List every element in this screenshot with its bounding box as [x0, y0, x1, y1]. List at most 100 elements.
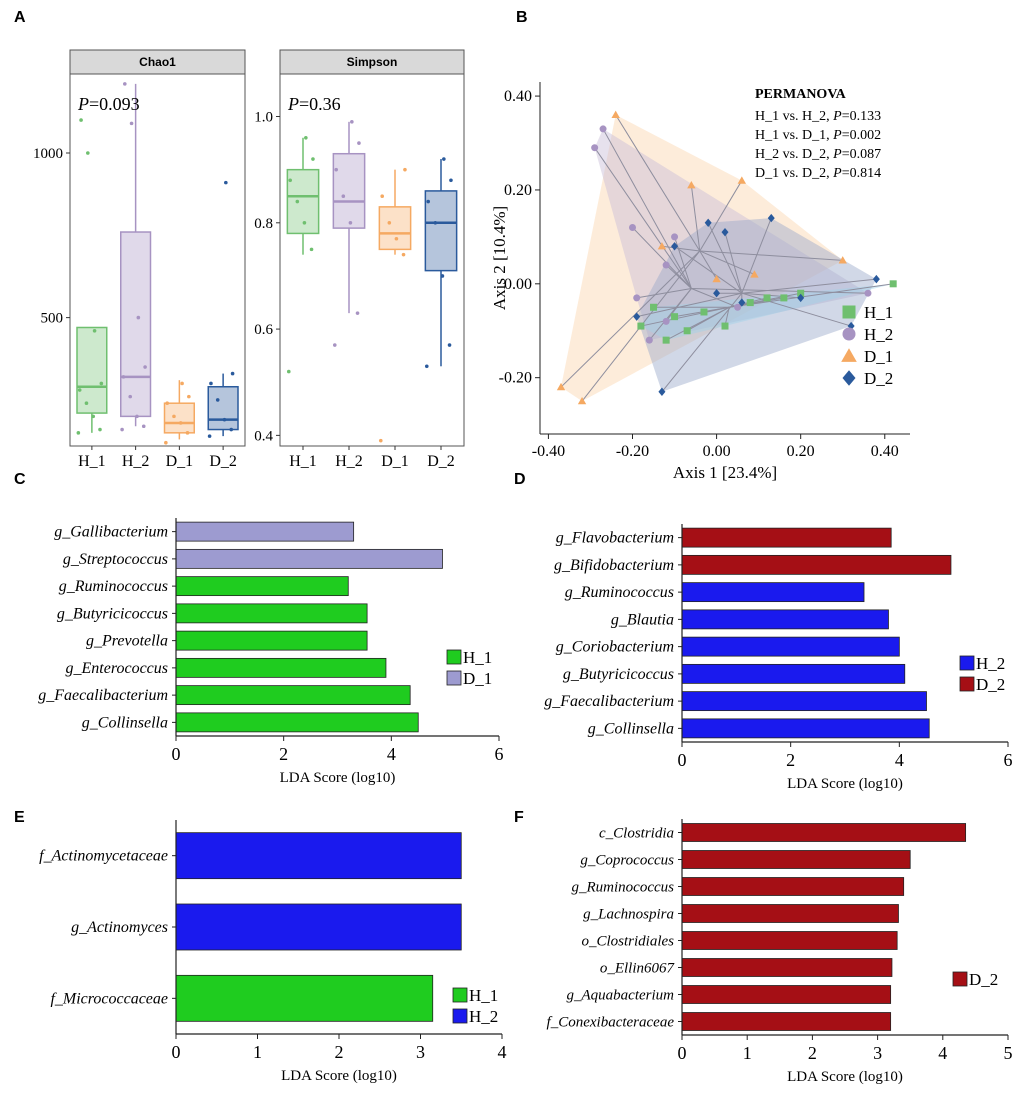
lda_f-bar-f-conexibacteraceae	[681, 1012, 892, 1031]
simpson-point-d-2	[424, 364, 429, 369]
pcoa-spider-d-1	[615, 114, 701, 252]
lda_d-bar-g-ruminococcus	[681, 582, 865, 603]
pcoa-spider-h-1	[703, 306, 730, 313]
pcoa-spider-d-1	[661, 245, 700, 252]
lda_f-bar-c-clostridia	[681, 823, 967, 842]
pcoa-legend-label-d-1: D_1	[864, 347, 893, 366]
pcoa-point-h-1	[780, 294, 788, 302]
pcoa-point-h-1	[637, 322, 645, 330]
simpson-pvalue: P=0.36	[287, 94, 341, 114]
pcoa-spider-d-2	[636, 292, 742, 318]
chao1-point-h-1	[91, 414, 96, 419]
lda_d-bar-label-g-blautia: g_Blautia	[611, 611, 674, 628]
lda_e-xtick-label: 4	[498, 1042, 507, 1062]
pcoa-stats-line-value: =0.087	[842, 147, 881, 162]
simpson-frame	[279, 73, 465, 447]
lda_f-bar-o-clostridiales	[681, 931, 898, 950]
chao1-box-d-1	[163, 402, 195, 434]
simpson-strip	[279, 49, 465, 75]
chao1-point-d-2	[229, 427, 234, 432]
chao1-point-h-2	[141, 424, 146, 429]
chao1-strip	[69, 49, 246, 75]
panel-letter-f: F	[514, 809, 524, 826]
lda_c-xtick-label: 0	[172, 744, 181, 764]
chao1-point-h-2	[120, 427, 124, 432]
lda_f-legend-swatch-d-2	[952, 971, 968, 987]
chao1-point-h-1	[76, 431, 81, 435]
simpson-box-d-1	[378, 206, 412, 251]
lda_f-xtick-label: 0	[678, 1043, 687, 1063]
pcoa-ytick-label: -0.20	[499, 370, 532, 387]
lda_d-bar-g-collinsella	[681, 718, 930, 739]
pcoa-spider-h-2	[632, 227, 692, 289]
lda-chart-f: c_Clostridia g_Coprococcus g_Ruminococcusg…	[547, 819, 1013, 1085]
lda_f-bar-label-o-clostridiales: o_Clostridiales	[581, 934, 674, 950]
simpson-point-d-2	[449, 178, 453, 183]
lda_c-bar-g-enterococcus	[175, 657, 387, 678]
lda_c-bar-g-collinsella	[175, 712, 419, 733]
simpson-ytick-label: 1.0	[254, 110, 273, 126]
chao1-pvalue: P=0.093	[77, 94, 140, 114]
pcoa-stats-line: H_2 vs. D_2, P=0.087	[755, 147, 881, 162]
lda_f-xtick-label: 4	[938, 1043, 947, 1063]
lda-chart-c: g_Gallibacterium g_Streptococcus g_Ruminoc…	[38, 518, 504, 786]
lda_f-xtick-label: 1	[743, 1043, 752, 1063]
pcoa-point-d-2	[633, 312, 641, 321]
pcoa-legend-marker-d-2	[842, 370, 856, 386]
pcoa-stats-line-value: =0.133	[842, 109, 881, 124]
pcoa-point-h-2	[591, 144, 599, 152]
pcoa-spider-h-2	[691, 288, 868, 294]
lda_f-bar-label-g-coprococcus: g_Coprococcus	[580, 853, 674, 869]
lda_d-bar-label-g-collinsella: g_Collinsella	[588, 720, 674, 737]
pcoa-stats-line-prefix: H_1 vs. H_2,	[755, 109, 833, 124]
panel-letter-a: A	[14, 9, 26, 26]
lda_f-xtick-label: 5	[1004, 1043, 1013, 1063]
simpson-xtick-label: H_1	[289, 453, 317, 470]
pcoa-point-d-1	[687, 181, 696, 189]
lda_f-bar-g-lachnospira	[681, 904, 899, 923]
lda_d-bar-label-g-butyricicoccus: g_Butyricicoccus	[563, 666, 674, 683]
pcoa-point-h-2	[671, 233, 679, 241]
pcoa-ytick-label: 0.00	[504, 276, 532, 293]
lda_f-x-label: LDA Score (log10)	[787, 1069, 903, 1085]
lda_c-bar-label-g-faecalibacterium: g_Faecalibacterium	[38, 687, 168, 704]
chao1-point-h-2	[121, 375, 126, 379]
simpson-point-h-2	[355, 311, 360, 315]
simpson-pvalue-value: =0.36	[299, 94, 341, 114]
chao1-point-h-1	[99, 381, 104, 386]
chao1-point-h-2	[135, 414, 139, 419]
lda_c-bar-g-faecalibacterium	[175, 685, 411, 706]
pcoa-stats-line-p: P	[832, 166, 842, 181]
lda_d-xtick-label: 4	[895, 750, 904, 770]
lda_c-bar-g-gallibacterium	[175, 521, 355, 542]
lda_e-bar-g-actinomyces	[175, 903, 462, 951]
pcoa-legend-label-d-2: D_2	[864, 369, 893, 388]
lda_c-xtick-label: 6	[495, 744, 504, 764]
chao1-title: Chao1	[139, 55, 176, 69]
lda_d-bar-label-g-coriobacterium: g_Coriobacterium	[556, 639, 674, 656]
pcoa-xtick-label: 0.00	[703, 443, 731, 460]
pcoa-stats-title: PERMANOVA	[755, 87, 847, 102]
lda_f-bar-o-ellin6067	[681, 958, 893, 977]
lda_d-legend-label-d-2: D_2	[976, 675, 1005, 694]
pcoa-stats-line: H_1 vs. D_1, P=0.002	[755, 128, 881, 143]
chao1-point-h-2	[136, 315, 141, 320]
simpson-point-h-1	[295, 199, 300, 204]
lda_c-legend-label-h-1: H_1	[463, 648, 492, 667]
simpson-point-d-1	[380, 194, 385, 199]
simpson-xtick-label: D_2	[427, 453, 455, 470]
pcoa-point-h-2	[662, 261, 670, 269]
simpson-title: Simpson	[347, 55, 398, 69]
simpson-point-h-2	[357, 141, 361, 145]
simpson-point-h-2	[341, 194, 346, 199]
pcoa-hull-d-1	[561, 114, 843, 402]
pcoa-stats-line-value: =0.002	[842, 128, 881, 143]
simpson-point-h-1	[288, 178, 293, 183]
pcoa-point-h-2	[629, 223, 636, 231]
chao1-point-d-2	[209, 381, 213, 386]
lda_e-bar-label-g-actinomyces: g_Actinomyces	[71, 919, 168, 936]
lda_c-x-label: LDA Score (log10)	[280, 770, 396, 786]
chao1-point-h-2	[128, 394, 133, 399]
pcoa-legend-marker-h-2	[842, 327, 856, 341]
